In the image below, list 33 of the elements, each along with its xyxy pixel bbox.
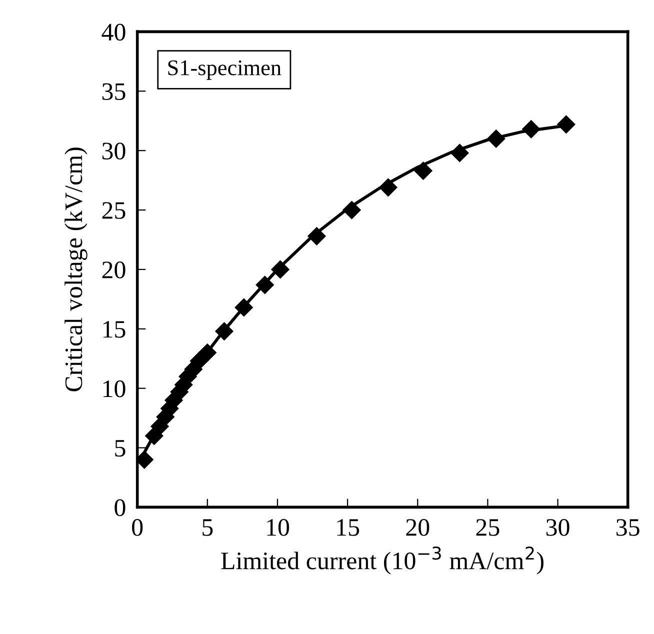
point <box>556 115 576 134</box>
point <box>486 129 506 148</box>
point <box>522 120 540 138</box>
point <box>270 260 290 279</box>
x-tick-label: 5 <box>202 519 213 536</box>
annotation: S1-specimen <box>168 60 282 80</box>
y-tick-label: 35 <box>102 83 126 100</box>
point <box>378 178 398 197</box>
point <box>342 200 362 220</box>
x-tick-label: 35 <box>616 519 640 536</box>
point <box>256 276 274 294</box>
y-tick-label: 10 <box>103 380 126 398</box>
point <box>307 226 326 246</box>
point <box>450 144 469 162</box>
y-tick-label: 25 <box>102 202 126 219</box>
x-tick-label: 0 <box>132 519 143 536</box>
x-tick-label: 15 <box>337 519 360 536</box>
point <box>414 161 433 180</box>
y-tick-label: 30 <box>102 142 126 160</box>
y-axis-title: Critical voltage (kV/cm) <box>64 148 88 392</box>
x-tick-label: 10 <box>267 519 290 536</box>
x-tick-label: 25 <box>476 519 500 536</box>
x-tick-label: 30 <box>546 519 570 536</box>
y-tick-label: 5 <box>115 440 126 457</box>
y-tick-label: 15 <box>103 321 126 338</box>
y-tick-label: 20 <box>102 262 126 278</box>
point <box>214 322 234 341</box>
point <box>198 343 217 362</box>
point <box>234 298 254 317</box>
y-tick-label: 0 <box>114 499 126 516</box>
x-tick-label: 20 <box>406 519 430 536</box>
y-tick-label: 40 <box>102 24 126 41</box>
x-axis-title: Limited current (10$^{−3}$ mA/cm$^{2}$) <box>221 546 544 574</box>
